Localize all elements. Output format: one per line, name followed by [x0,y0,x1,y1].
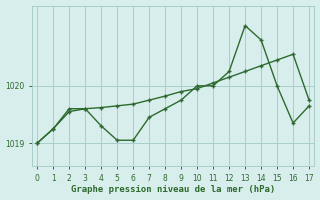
X-axis label: Graphe pression niveau de la mer (hPa): Graphe pression niveau de la mer (hPa) [71,185,275,194]
